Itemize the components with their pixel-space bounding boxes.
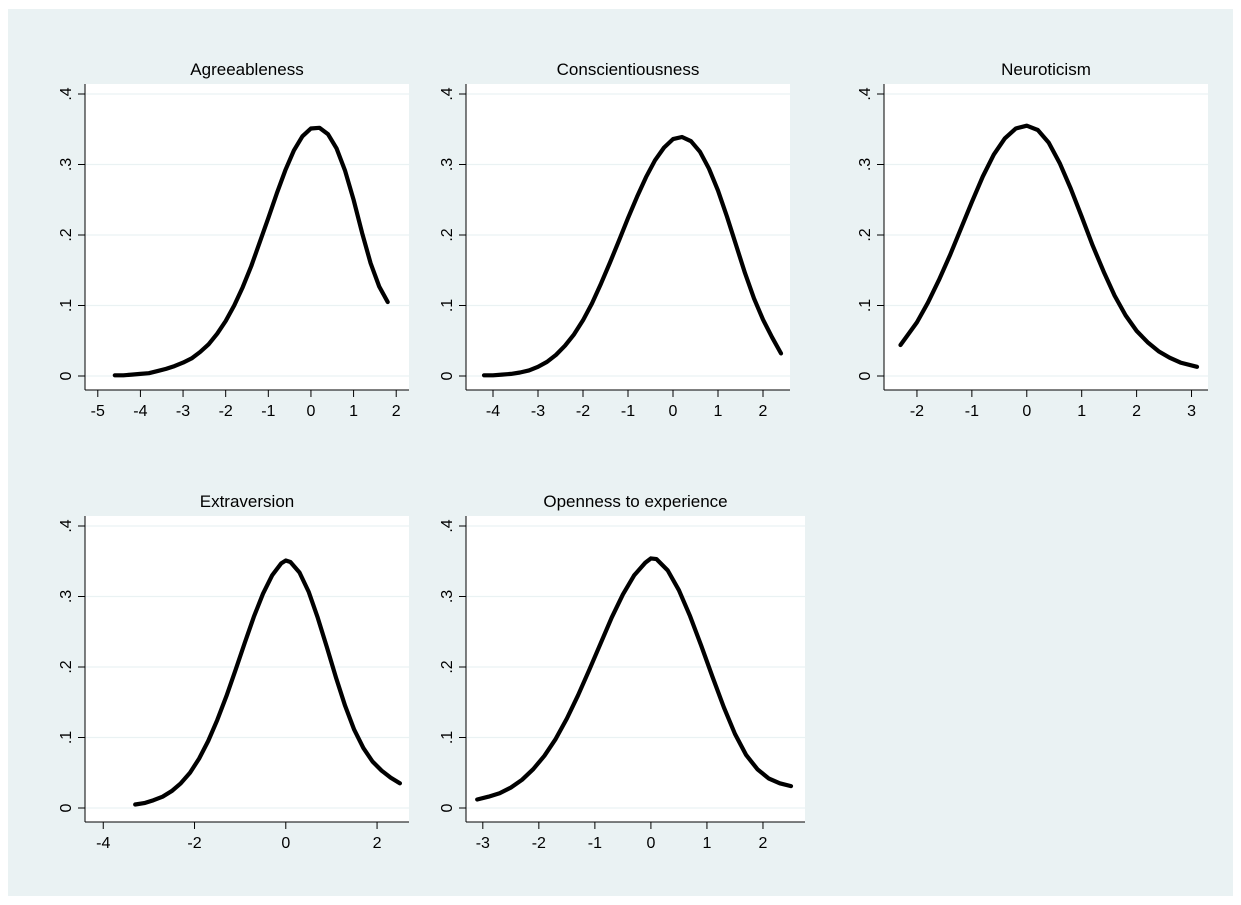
y-tick-label: .2	[58, 228, 75, 241]
x-tick-label: -5	[91, 403, 105, 420]
y-tick-label: .2	[58, 660, 75, 673]
y-tick-label: .4	[857, 87, 874, 100]
x-tick-label: -1	[588, 835, 602, 852]
density-curve	[112, 125, 390, 378]
panel-title: Neuroticism	[1001, 60, 1091, 79]
panel-openness-to-experience: Openness to experience 0 .1 .2 .3 .4 -3 -2 -1 0 1…	[439, 492, 805, 852]
density-curve	[133, 558, 402, 807]
y-tick-label: .2	[439, 660, 456, 673]
y-tick-label: .2	[857, 228, 874, 241]
y-tick-label: .2	[439, 228, 456, 241]
plot-area	[85, 516, 409, 822]
x-tick-label: -1	[965, 403, 979, 420]
y-tick-label: .3	[58, 158, 75, 171]
x-tick-label: 1	[714, 403, 723, 420]
x-tick-label: -3	[176, 403, 190, 420]
y-tick-label: .3	[857, 158, 874, 171]
x-tick-label: 0	[306, 403, 315, 420]
x-tick-label: -3	[476, 835, 490, 852]
x-tick-label: 2	[759, 403, 768, 420]
y-tick-label: .1	[439, 731, 456, 744]
y-tick-label: .1	[857, 299, 874, 312]
x-tick-label: -3	[531, 403, 545, 420]
panel-title: Extraversion	[200, 492, 294, 511]
x-tick-label: -2	[910, 403, 924, 420]
x-tick-label: -2	[532, 835, 546, 852]
y-tick-label: .1	[439, 299, 456, 312]
y-tick-label: 0	[58, 371, 75, 380]
density-curve	[481, 134, 784, 378]
x-tick-label: 1	[349, 403, 358, 420]
x-tick-label: 3	[1187, 403, 1196, 420]
panel-title: Agreeableness	[190, 60, 303, 79]
density-curve	[898, 123, 1200, 369]
plot-area	[466, 516, 805, 822]
y-tick-label: 0	[439, 371, 456, 380]
x-tick-label: -2	[576, 403, 590, 420]
x-tick-label: -2	[219, 403, 233, 420]
x-tick-label: 0	[281, 835, 290, 852]
panel-conscientiousness: Conscientiousness 0 .1 .2 .3 .4 -4 -3 -2 -1 0 1 2	[439, 60, 790, 420]
x-tick-label: 0	[669, 403, 678, 420]
x-tick-label: 2	[1132, 403, 1141, 420]
x-tick-label: 0	[1022, 403, 1031, 420]
x-tick-label: 2	[759, 835, 768, 852]
x-tick-label: -2	[187, 835, 201, 852]
panel-agreeableness: Agreeableness 0 .1 .2 .3 .4 -5 -4 -3 -2 -1 0 1 2	[58, 60, 409, 420]
y-tick-label: .4	[439, 519, 456, 532]
plot-area	[884, 84, 1208, 390]
x-tick-label: -4	[486, 403, 500, 420]
y-tick-label: .3	[439, 158, 456, 171]
x-tick-label: -4	[96, 835, 110, 852]
panel-title: Conscientiousness	[557, 60, 700, 79]
y-tick-label: .1	[58, 731, 75, 744]
y-tick-label: .3	[58, 590, 75, 603]
y-tick-label: .4	[58, 519, 75, 532]
x-tick-label: -1	[621, 403, 635, 420]
panel-title: Openness to experience	[543, 492, 727, 511]
x-tick-label: 2	[392, 403, 401, 420]
x-tick-label: 1	[1077, 403, 1086, 420]
y-tick-label: 0	[58, 803, 75, 812]
density-curve	[475, 556, 794, 802]
y-tick-label: .3	[439, 590, 456, 603]
x-tick-label: -1	[261, 403, 275, 420]
y-tick-label: .4	[58, 87, 75, 100]
panel-extraversion: Extraversion 0 .1 .2 .3 .4 -4 -2 0 2	[58, 492, 409, 852]
plot-area	[85, 84, 409, 390]
y-tick-label: .1	[58, 299, 75, 312]
plot-area	[466, 84, 790, 390]
panel-neuroticism: Neuroticism 0 .1 .2 .3 .4 -2 -1 0 1 2 3	[857, 60, 1208, 420]
y-tick-label: 0	[439, 803, 456, 812]
y-tick-label: 0	[857, 371, 874, 380]
x-tick-label: 0	[646, 835, 655, 852]
y-tick-label: .4	[439, 87, 456, 100]
x-tick-label: 1	[702, 835, 711, 852]
x-tick-label: -4	[133, 403, 147, 420]
x-tick-label: 2	[373, 835, 382, 852]
